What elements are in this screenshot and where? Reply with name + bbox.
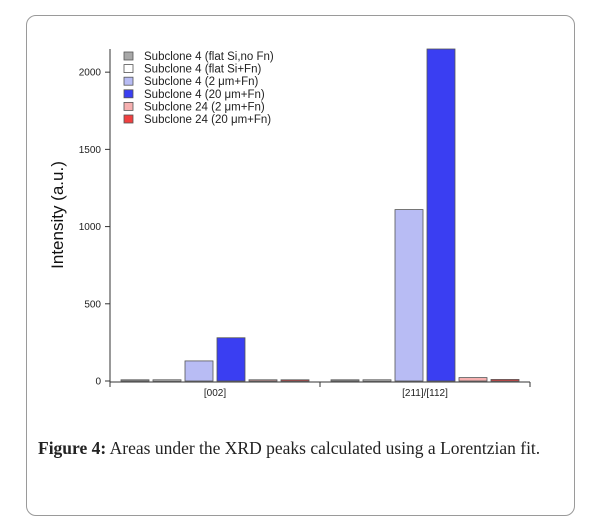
y-tick-label: 0 xyxy=(95,377,101,388)
y-tick-label: 1500 xyxy=(79,145,102,156)
legend-label: Subclone 4 (2 μm+Fn) xyxy=(144,76,259,88)
figure-caption: Figure 4: Areas under the XRD peaks calc… xyxy=(38,435,568,461)
bar xyxy=(184,360,214,382)
caption-label: Figure 4: xyxy=(38,438,107,458)
legend-swatch xyxy=(123,114,134,124)
legend-swatch xyxy=(123,64,134,73)
bar xyxy=(280,379,310,382)
y-tick-label: 1000 xyxy=(79,222,102,233)
caption-text: Areas under the XRD peaks calculated usi… xyxy=(106,438,541,458)
bar xyxy=(216,337,246,382)
legend-swatch xyxy=(123,102,134,111)
y-tick-label: 500 xyxy=(84,299,101,310)
legend-label: Subclone 4 (flat Si+Fn) xyxy=(144,64,261,76)
bar xyxy=(152,379,182,382)
legend-swatch xyxy=(123,51,134,61)
legend-label: Subclone 24 (20 μm+Fn) xyxy=(144,114,271,126)
bar xyxy=(248,379,278,382)
legend-label: Subclone 4 (20 μm+Fn) xyxy=(144,89,265,101)
bar xyxy=(394,209,424,382)
legend-swatch xyxy=(123,76,134,86)
bar xyxy=(490,379,520,382)
bar xyxy=(330,379,360,382)
figure-frame xyxy=(26,15,575,516)
bar xyxy=(458,377,488,382)
x-tick-label: [002] xyxy=(204,388,226,399)
legend-label: Subclone 24 (2 μm+Fn) xyxy=(144,101,265,113)
y-axis-label: Intensity (a.u.) xyxy=(48,161,67,269)
y-tick-label: 2000 xyxy=(79,68,102,79)
bar-chart: 0 500 1000 1500 2000 Intensity (a.u.) [002] [21… xyxy=(48,48,531,399)
legend-swatch xyxy=(123,89,134,99)
x-tick-label: [211]/[112] xyxy=(402,388,448,399)
bar xyxy=(426,48,456,382)
bar xyxy=(120,379,150,382)
legend-label: Subclone 4 (flat Si,no Fn) xyxy=(144,51,274,63)
bar xyxy=(362,379,392,382)
